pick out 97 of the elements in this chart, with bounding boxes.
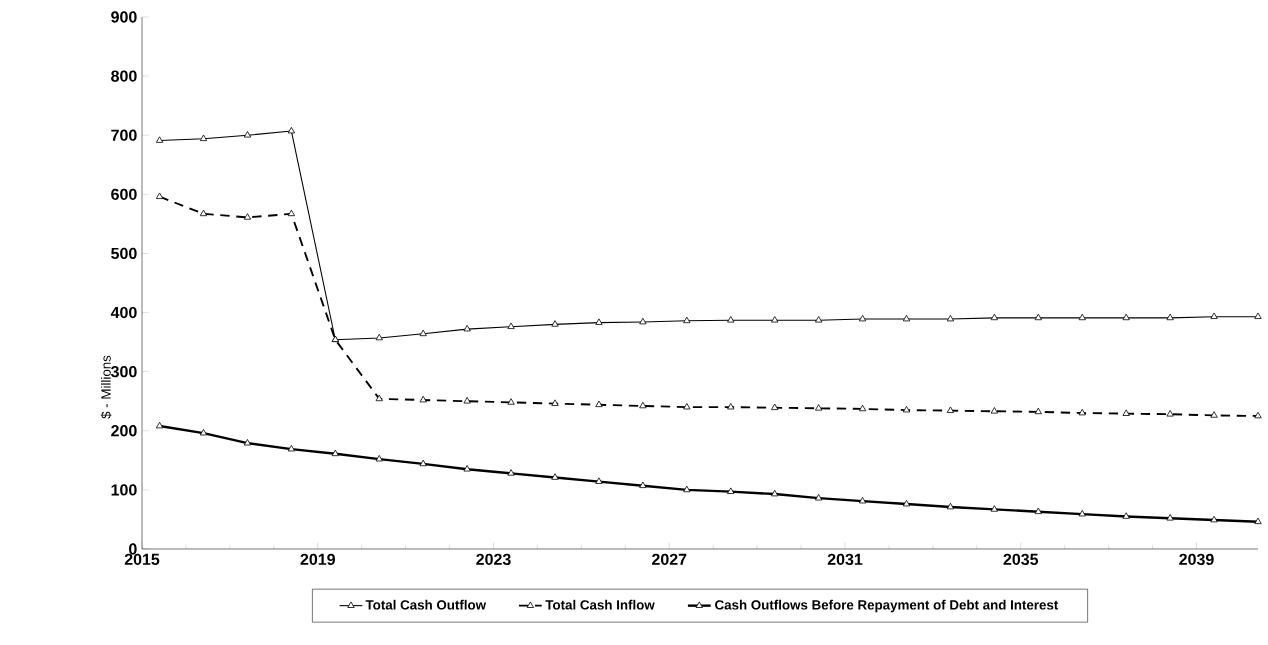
point [902, 405, 911, 413]
point [639, 401, 647, 409]
point [1166, 514, 1174, 521]
point [683, 402, 691, 410]
point [639, 481, 647, 488]
point [595, 318, 603, 325]
point [858, 404, 867, 412]
point [199, 134, 208, 142]
x-tick-label: 2035 [1003, 553, 1039, 566]
y-tick-label: 300 [110, 365, 137, 378]
point [771, 316, 779, 323]
legend-label: Total Cash Inflow [545, 599, 655, 610]
point [287, 209, 296, 217]
point [990, 407, 999, 414]
x-tick-label: 2031 [827, 553, 863, 566]
point [243, 439, 252, 446]
point [595, 400, 603, 408]
point [858, 496, 867, 504]
point [419, 459, 427, 467]
point [375, 455, 383, 462]
x-tick-label: 2015 [124, 553, 160, 566]
point [551, 320, 559, 327]
y-tick-label: 900 [111, 11, 137, 23]
point [815, 316, 823, 323]
point [1078, 509, 1086, 517]
point [1122, 512, 1130, 519]
y-tick-label: 700 [111, 129, 137, 141]
point [1034, 313, 1042, 321]
point [287, 444, 296, 452]
point [199, 429, 208, 436]
y-axis-title: $ - Millions [100, 355, 112, 419]
point [419, 395, 427, 403]
point [946, 314, 955, 322]
x-tick-label: 2027 [652, 553, 687, 566]
point [1254, 312, 1262, 319]
point [243, 213, 252, 220]
point [727, 487, 735, 494]
point [771, 489, 779, 497]
point [551, 473, 559, 480]
point [419, 329, 427, 337]
point [990, 505, 999, 512]
point [639, 317, 647, 325]
point [243, 131, 252, 138]
y-tick-label: 500 [111, 247, 137, 260]
point [155, 421, 164, 429]
point [1166, 313, 1174, 321]
point [595, 477, 603, 484]
point [1210, 411, 1218, 418]
point [375, 394, 383, 402]
point [902, 499, 911, 507]
point [1254, 411, 1262, 419]
point [1034, 407, 1042, 415]
point [463, 465, 471, 472]
point [463, 324, 471, 332]
y-tick-label: 800 [111, 70, 137, 82]
point [990, 313, 999, 321]
point [155, 136, 164, 143]
x-tick-label: 2019 [300, 553, 335, 566]
point [902, 314, 911, 322]
point [507, 322, 515, 329]
point [683, 316, 691, 324]
point [858, 314, 867, 322]
point [551, 399, 559, 406]
point [1210, 312, 1218, 319]
point [1254, 517, 1262, 525]
point [1078, 313, 1086, 321]
point [1166, 410, 1174, 417]
point [287, 126, 296, 134]
y-tick-label: 400 [110, 306, 137, 319]
point [463, 397, 471, 404]
point [507, 469, 515, 476]
point [331, 449, 339, 457]
point [815, 494, 823, 501]
point [1034, 507, 1042, 515]
y-tick-label: 100 [111, 484, 137, 496]
point [727, 316, 735, 323]
point [199, 209, 208, 217]
point [946, 502, 955, 510]
point [946, 406, 955, 413]
point [683, 485, 691, 493]
point [155, 192, 164, 199]
x-tick-label: 2039 [1179, 553, 1214, 566]
point [771, 403, 779, 410]
point [507, 398, 515, 405]
y-tick-label: 600 [111, 188, 137, 200]
legend-label: Total Cash Outflow [365, 599, 487, 610]
x-tick-label: 2023 [476, 553, 511, 566]
y-tick-label: 0 [129, 543, 137, 555]
point [1078, 408, 1086, 416]
point [727, 402, 735, 410]
point [1210, 515, 1218, 523]
point [375, 333, 383, 341]
point [815, 404, 823, 411]
point [1122, 409, 1130, 416]
legend-label: Cash Outflows Before Repayment of Debt and Interest [715, 599, 1059, 613]
point [1122, 313, 1130, 321]
y-tick-label: 200 [111, 425, 137, 437]
